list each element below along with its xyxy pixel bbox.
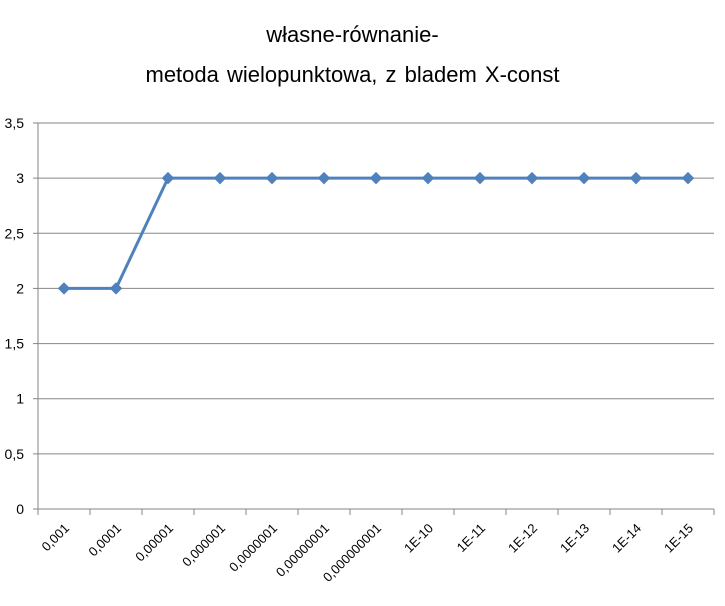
x-tick-label: 1E-11 — [454, 521, 488, 555]
x-tick-label: 1E-12 — [505, 521, 540, 556]
y-tick-label: 0,5 — [5, 446, 25, 462]
x-axis-ticks: 0,001 0,0001 0,00001 0,0000010,00000010,000… — [39, 521, 697, 585]
chart-title-line-2: metoda wielopunktowa, z bladem X-const — [145, 62, 560, 87]
y-tick-label: 2,5 — [5, 225, 25, 241]
y-axis-ticks: 0 0,5 1 1,5 2 2,5 3 3,5 — [5, 115, 25, 517]
x-tick-label: 0,000001 — [179, 521, 228, 570]
x-tick-label: 1E-10 — [401, 521, 436, 556]
axes — [33, 122, 715, 515]
data-point-marker — [577, 171, 591, 185]
data-point-marker — [317, 171, 331, 185]
data-point-marker — [473, 171, 487, 185]
y-tick-label: 0 — [16, 501, 24, 517]
data-point-marker — [213, 171, 227, 185]
x-tick-label: 0,0000001 — [226, 521, 280, 575]
x-tick-label: 1E-15 — [661, 521, 696, 556]
data-point-marker — [525, 171, 539, 185]
data-point-marker — [629, 171, 643, 185]
chart-title-line-1: własne-równanie- — [266, 22, 439, 47]
y-tick-label: 1,5 — [5, 336, 25, 352]
x-tick-label: 0,001 — [39, 521, 73, 555]
data-point-marker — [109, 282, 123, 295]
data-point-marker — [681, 171, 695, 185]
y-tick-label: 1 — [16, 391, 24, 407]
data-point-marker — [57, 282, 71, 295]
x-tick-label: 1E-14 — [609, 521, 644, 556]
data-point-marker — [265, 171, 279, 185]
y-tick-label: 2 — [16, 280, 24, 296]
x-tick-label: 1E-13 — [557, 521, 592, 556]
y-tick-label: 3 — [16, 170, 24, 186]
x-tick-label: 0,0001 — [85, 521, 124, 560]
x-tick-label: 0,00001 — [132, 521, 176, 565]
series-layer — [57, 171, 695, 295]
data-point-marker — [369, 171, 383, 185]
data-point-marker — [161, 171, 175, 185]
y-tick-label: 3,5 — [5, 115, 25, 131]
data-point-marker — [421, 171, 435, 185]
